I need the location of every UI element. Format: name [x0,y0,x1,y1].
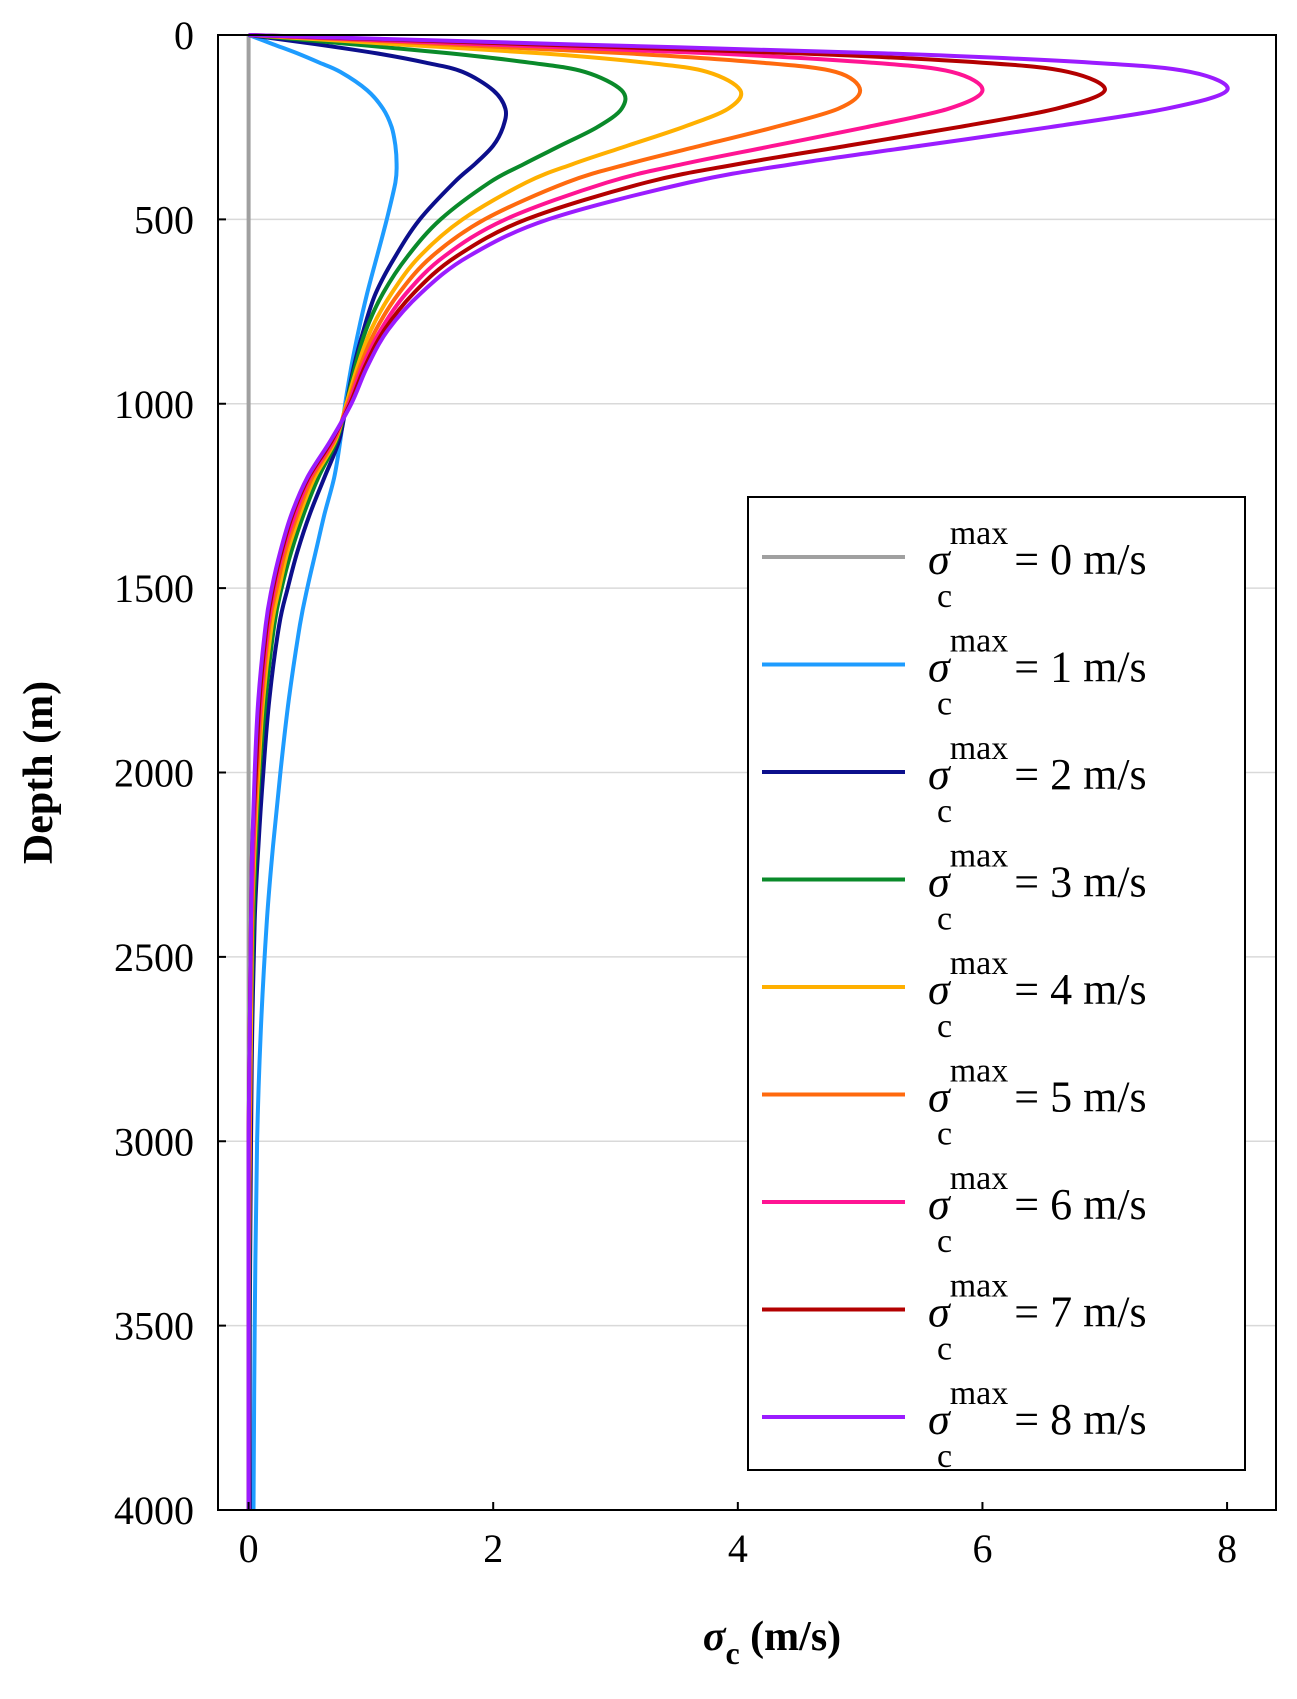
legend-value: = 5 m/s [1014,1073,1146,1122]
legend-superscript: max [950,1053,1009,1090]
legend-symbol: σ [928,1395,952,1444]
legend-subscript: c [937,1008,952,1045]
x-axis-title-unit: (m/s) [740,1614,841,1660]
legend-subscript: c [937,1331,952,1368]
legend-value: = 0 m/s [1014,535,1146,584]
legend-label-6: σmax= 6 m/s [928,1160,1147,1229]
axis-ticks: 0 500 1000 1500 2000 2500 3000 3500 4000 0 2 4 6 8 [114,13,1237,1571]
legend-symbol: σ [928,1288,952,1337]
legend-label-3: σmax= 3 m/s [928,838,1147,907]
legend-subscript: c [937,686,952,723]
legend-value: = 6 m/s [1014,1180,1146,1229]
x-axis-title: σc (m/s) [703,1614,841,1671]
legend-symbol: σ [928,643,952,692]
legend-subscript: c [937,578,952,615]
legend-symbol: σ [928,535,952,584]
legend-label-8: σmax= 8 m/s [928,1375,1147,1444]
y-tick-label-1500: 1500 [114,566,194,611]
x-tick-label-8: 8 [1217,1526,1237,1571]
x-axis-title-subscript: c [725,1635,739,1671]
y-tick-label-1000: 1000 [114,382,194,427]
y-tick-label-3000: 3000 [114,1119,194,1164]
x-axis-title-group: σc (m/s) [703,1614,841,1671]
legend-superscript: max [950,730,1009,767]
legend-subscript: c [937,901,952,938]
legend-label-5: σmax= 5 m/s [928,1053,1147,1122]
legend-symbol: σ [928,1180,952,1229]
legend-superscript: max [950,838,1009,875]
x-axis-title-symbol: σ [703,1614,727,1660]
legend-label-0: σmax= 0 m/s [928,515,1147,584]
y-axis-title: Depth (m) [16,681,62,864]
legend-subscript: c [937,1223,952,1260]
legend-superscript: max [950,1160,1009,1197]
legend-symbol: σ [928,965,952,1014]
legend-symbol: σ [928,858,952,907]
legend-superscript: max [950,1375,1009,1412]
x-tick-label-2: 2 [483,1526,503,1571]
legend-symbol: σ [928,750,952,799]
legend-superscript: max [950,1268,1009,1305]
legend-value: = 2 m/s [1014,750,1146,799]
legend-superscript: max [950,623,1009,660]
legend-superscript: max [950,945,1009,982]
legend-symbol: σ [928,1073,952,1122]
y-tick-label-2000: 2000 [114,751,194,796]
series-lines [246,33,1230,1511]
y-tick-label-3500: 3500 [114,1304,194,1349]
y-tick-label-2500: 2500 [114,935,194,980]
y-tick-label-500: 500 [134,197,194,242]
x-tick-label-0: 0 [239,1526,259,1571]
y-tick-label-4000: 4000 [114,1488,194,1533]
legend-subscript: c [937,793,952,830]
y-axis-title-group: Depth (m) [16,681,62,864]
legend-value: = 7 m/s [1014,1288,1146,1337]
x-tick-label-4: 4 [728,1526,748,1571]
legend-superscript: max [950,515,1009,552]
legend-label-4: σmax= 4 m/s [928,945,1147,1014]
legend-value: = 3 m/s [1014,858,1146,907]
legend-value: = 8 m/s [1014,1395,1146,1444]
y-tick-label-0: 0 [174,13,194,58]
legend-value: = 1 m/s [1014,643,1146,692]
legend-label-7: σmax= 7 m/s [928,1268,1147,1337]
legend-subscript: c [937,1116,952,1153]
legend-subscript: c [937,1438,952,1475]
x-tick-label-6: 6 [972,1526,992,1571]
series-line-8 [246,33,1230,1510]
legend-label-2: σmax= 2 m/s [928,730,1147,799]
legend-value: = 4 m/s [1014,965,1146,1014]
legend-label-1: σmax= 1 m/s [928,623,1147,692]
